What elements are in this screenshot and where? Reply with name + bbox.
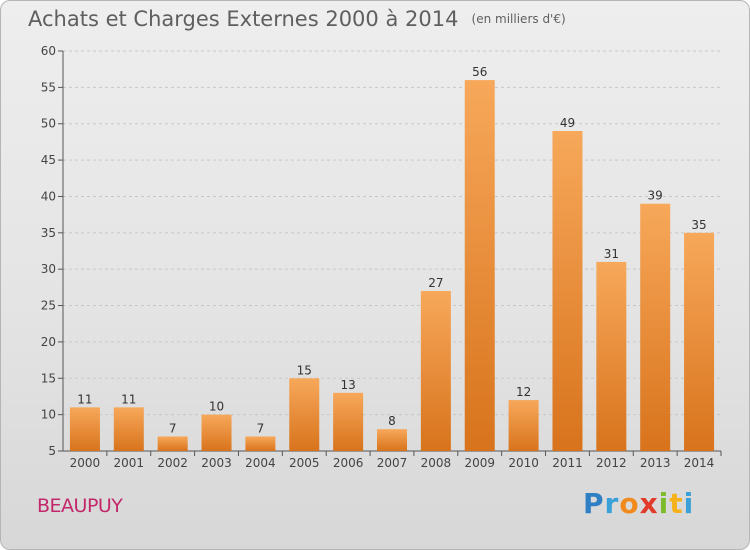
- y-tick-label: 5: [48, 444, 56, 458]
- y-tick-label: 35: [41, 226, 56, 240]
- data-label: 10: [209, 400, 224, 414]
- data-label: 31: [604, 247, 619, 261]
- x-tick-label: 2002: [157, 456, 188, 470]
- y-tick-label: 10: [41, 408, 56, 422]
- data-labels: 11 11 7 10 7 15 13 8 27 56 12 49 31 39 35: [77, 65, 706, 435]
- y-tick-label: 15: [41, 371, 56, 385]
- x-tick-label: 2013: [640, 456, 671, 470]
- data-label: 15: [297, 363, 312, 377]
- x-tick-label: 2001: [114, 456, 145, 470]
- x-tick-label: 2000: [70, 456, 101, 470]
- data-label: 11: [77, 392, 92, 406]
- x-tick-label: 2012: [596, 456, 627, 470]
- commune-name: BEAUPUY: [37, 495, 123, 517]
- y-tick-label: 60: [41, 44, 56, 58]
- bar: [596, 261, 627, 451]
- x-tick-label: 2003: [201, 456, 232, 470]
- data-label: 12: [516, 385, 531, 399]
- bar: [289, 378, 320, 451]
- x-tick-label: 2014: [684, 456, 715, 470]
- data-label: 35: [691, 218, 706, 232]
- bar: [377, 429, 407, 451]
- bar: [552, 131, 583, 451]
- bar: [420, 291, 451, 451]
- bar: [201, 414, 232, 451]
- x-tick-label: 2008: [421, 456, 452, 470]
- chart-subtitle: (en milliers d'€): [471, 12, 566, 26]
- data-label: 49: [560, 116, 575, 130]
- bar: [333, 392, 364, 451]
- data-label: 13: [340, 378, 355, 392]
- x-tick-label: 2009: [464, 456, 495, 470]
- bar: [640, 203, 671, 451]
- proxiti-logo: Proxiti: [583, 487, 695, 520]
- y-tick-label: 25: [41, 299, 56, 313]
- title-row: Achats et Charges Externes 2000 à 2014 (…: [28, 7, 566, 31]
- x-tick-label: 2011: [552, 456, 583, 470]
- bar: [69, 407, 100, 451]
- bar: [113, 407, 144, 451]
- data-label: 7: [257, 421, 265, 435]
- y-tick-label: 20: [41, 335, 56, 349]
- bar: [157, 436, 188, 451]
- data-label: 11: [121, 392, 136, 406]
- y-tick-label: 55: [41, 80, 56, 94]
- x-tick-label: 2006: [333, 456, 364, 470]
- chart-title: Achats et Charges Externes 2000 à 2014: [28, 7, 459, 31]
- y-tick-label: 30: [41, 262, 56, 276]
- bar: [245, 436, 276, 451]
- bar: [684, 232, 715, 451]
- y-tick-label: 50: [41, 117, 56, 131]
- x-tick-label: 2004: [245, 456, 276, 470]
- data-label: 8: [388, 414, 396, 428]
- data-label: 56: [472, 65, 487, 79]
- y-tick-label: 40: [41, 189, 56, 203]
- x-tick-label: 2010: [508, 456, 539, 470]
- bars: [69, 80, 715, 451]
- y-tick-label: 45: [41, 153, 56, 167]
- data-label: 39: [648, 189, 663, 203]
- bar: [464, 80, 495, 451]
- data-label: 27: [428, 276, 443, 290]
- x-tick-label: 2007: [377, 456, 408, 470]
- x-tick-label: 2005: [289, 456, 320, 470]
- bar: [508, 400, 539, 451]
- data-label: 7: [169, 421, 177, 435]
